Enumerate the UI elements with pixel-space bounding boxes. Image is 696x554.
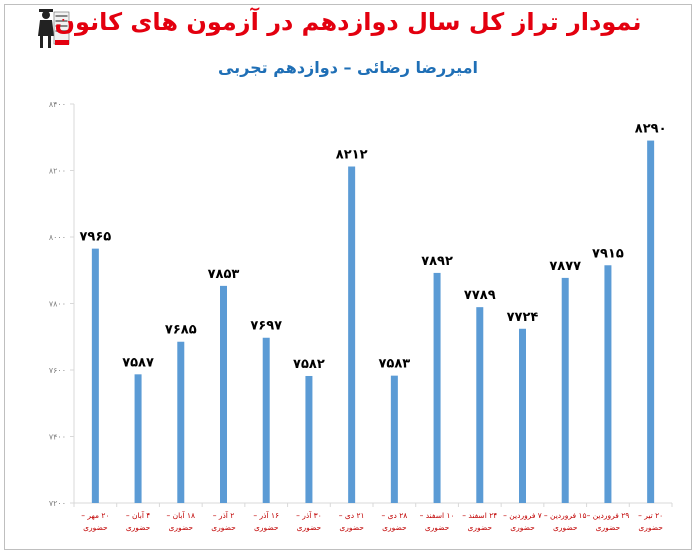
chart-subtitle: امیررضا رضائی – دوازدهم تجربی [217,58,479,77]
chart-title: نمودار تراز کل سال دوازدهم در آزمون های … [54,8,642,36]
x-tick-label-2: حضوری [425,523,450,532]
x-tick-label: ۲۱ دی – [339,511,365,520]
data-label: ۷۸۹۲ [421,254,453,269]
x-tick-label: ۳۰ آذر – [296,510,322,520]
data-label: ۸۲۹۰ [635,122,667,137]
x-tick-label: ۷ فروردین – [503,511,542,520]
bar [134,374,142,503]
x-tick-label-2: حضوری [638,523,663,532]
bar [220,285,227,503]
data-label: ۷۷۲۴ [507,310,539,325]
y-tick-label: ۷۲۰۰ [49,499,66,508]
bar [390,375,398,503]
data-label: ۷۶۸۵ [165,323,197,338]
bar [647,140,655,503]
x-tick-label: ۲۹ فروردین – [587,511,630,520]
data-label: ۷۵۸۳ [378,357,410,372]
x-tick-label: ۲۸ دی – [381,511,407,520]
data-label: ۷۸۷۷ [549,259,581,274]
x-tick-label-2: حضوری [126,523,151,532]
bar [262,337,270,503]
x-tick-label-2: حضوری [468,523,493,532]
bar [305,375,313,503]
data-label: ۷۹۱۵ [592,246,624,261]
chart-frame [4,4,692,550]
data-label: ۷۵۸۷ [122,355,154,370]
data-label: ۷۵۸۲ [293,357,325,372]
y-tick-label: ۸۲۰۰ [49,167,66,176]
x-tick-label-2: حضوری [169,523,194,532]
data-label: ۷۶۹۷ [250,319,282,334]
y-tick-label: ۷۸۰۰ [49,300,66,309]
x-tick-label-2: حضوری [339,523,364,532]
bar [91,248,99,503]
bar [433,272,441,503]
data-label: ۷۹۶۵ [79,230,111,245]
y-tick-label: ۷۴۰۰ [49,433,66,442]
x-tick-label: ۱۶ آذر – [253,510,279,520]
x-tick-label-2: حضوری [254,523,279,532]
bar [604,265,612,503]
x-tick-label: ۲۰ مهر – [81,511,109,520]
bar [519,328,526,503]
bar [561,277,569,503]
graduate-reader-icon [36,6,70,52]
x-tick-label-2: حضوری [382,523,407,532]
data-label: ۷۷۸۹ [464,288,496,303]
x-tick-label: ۱۵ فروردین – [544,511,587,520]
x-tick-label: ۲ آذر – [213,510,235,520]
y-tick-label: ۷۶۰۰ [49,366,66,375]
x-tick-label-2: حضوری [211,523,236,532]
x-tick-label-2: حضوری [83,523,108,532]
x-tick-label: ۲۰ تیر – [638,511,663,520]
x-tick-label-2: حضوری [553,523,578,532]
x-tick-label-2: حضوری [510,523,535,532]
x-tick-label: ۲۴ اسفند – [462,511,497,520]
x-tick-label: ۴ آبان – [126,510,151,520]
data-label: ۷۸۵۳ [208,267,240,282]
y-tick-label: ۸۰۰۰ [49,233,66,242]
data-label: ۸۲۱۲ [336,148,368,163]
x-tick-label-2: حضوری [596,523,621,532]
y-tick-label: ۸۴۰۰ [49,100,66,109]
x-tick-label: ۱۰ اسفند – [420,511,455,520]
bar [177,341,185,503]
bar [348,166,356,503]
x-tick-label: ۱۸ آبان – [167,510,196,520]
bar [476,307,484,503]
x-tick-label-2: حضوری [297,523,322,532]
